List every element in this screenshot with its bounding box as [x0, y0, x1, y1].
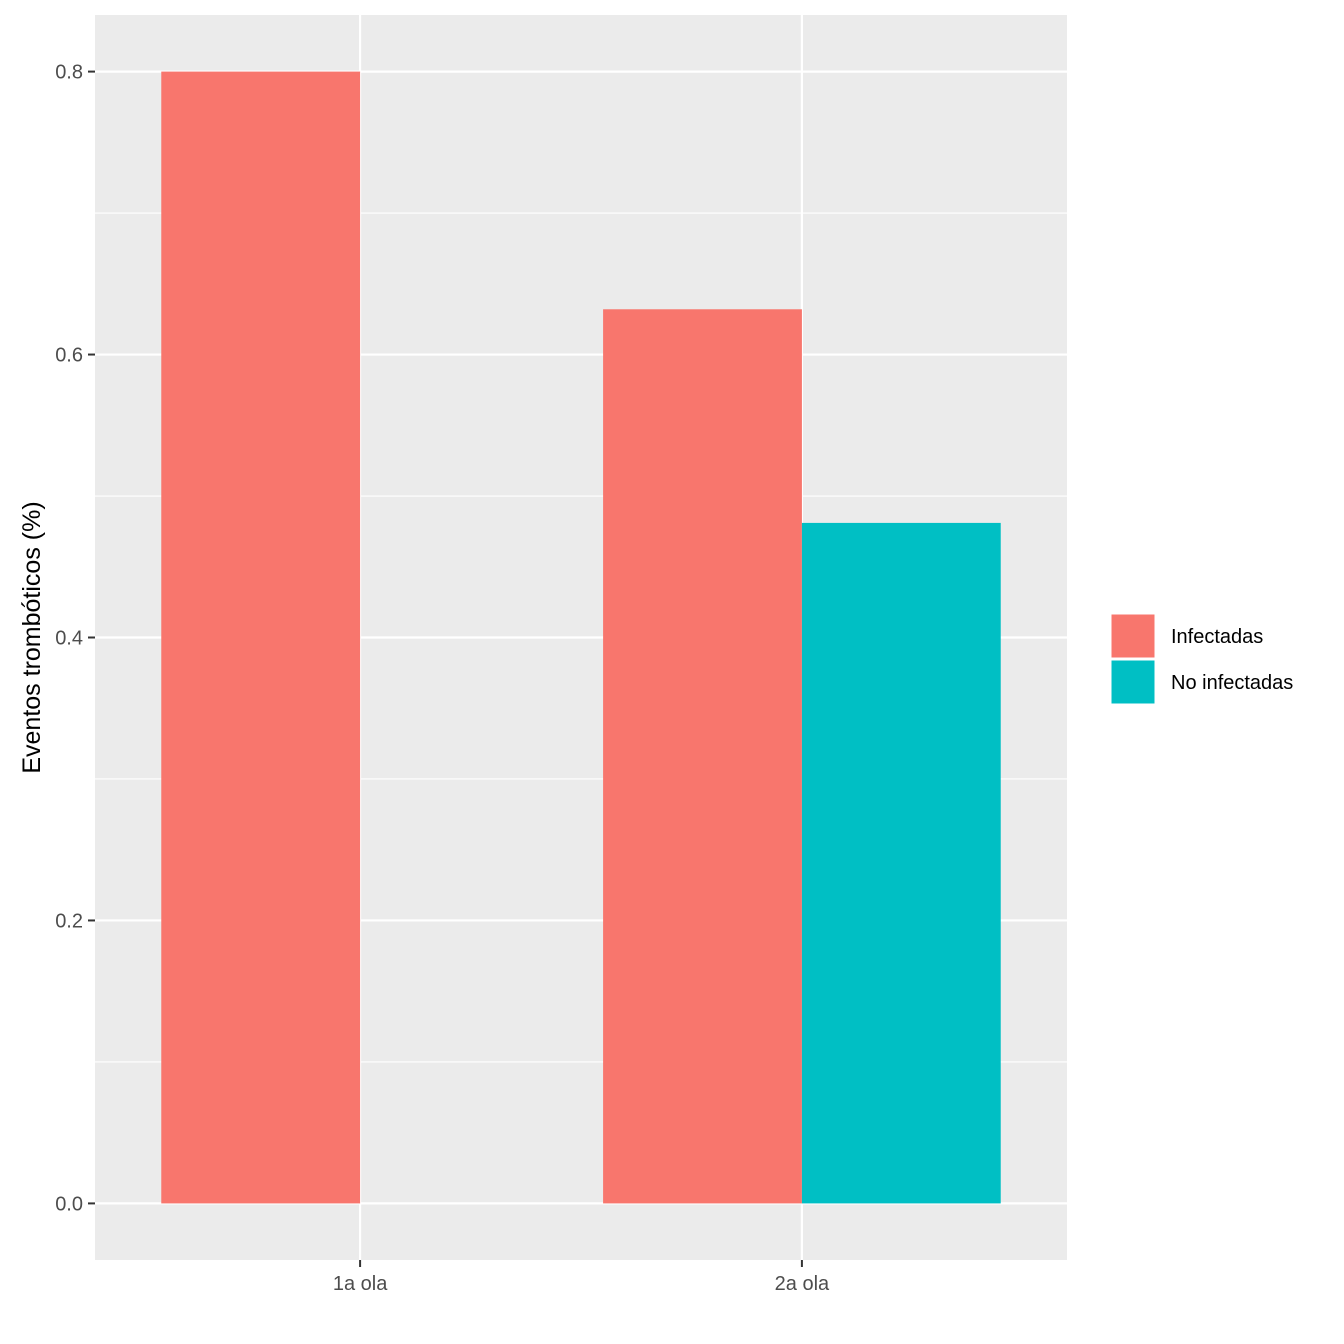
- bar-no-infectadas-2a-ola: [801, 522, 1001, 1204]
- bar-infectadas-2a-ola: [603, 309, 802, 1204]
- y-tick-label: 0.8: [55, 62, 83, 84]
- y-tick-label: 0.2: [55, 910, 83, 932]
- legend: Infectadas No infectadas: [1110, 613, 1293, 705]
- legend-key: [1110, 613, 1156, 659]
- y-tick-label: 0.4: [55, 628, 83, 650]
- x-tick-label: 1a ola: [333, 1273, 388, 1295]
- x-axis: 1a ola 2a ola: [333, 1260, 830, 1295]
- legend-key: [1110, 659, 1156, 705]
- x-tick-label: 2a ola: [775, 1273, 830, 1295]
- y-tick-label: 0.0: [55, 1193, 83, 1215]
- y-tick-label: 0.6: [55, 345, 83, 367]
- y-axis: 0.0 0.2 0.4 0.6 0.8: [55, 62, 95, 1215]
- legend-label: No infectadas: [1171, 672, 1293, 694]
- y-axis-title: Eventos trombóticos (%): [18, 501, 46, 773]
- bar-infectadas-1a-ola: [161, 71, 361, 1204]
- legend-label: Infectadas: [1171, 626, 1263, 648]
- bars-layer: [161, 71, 1001, 1204]
